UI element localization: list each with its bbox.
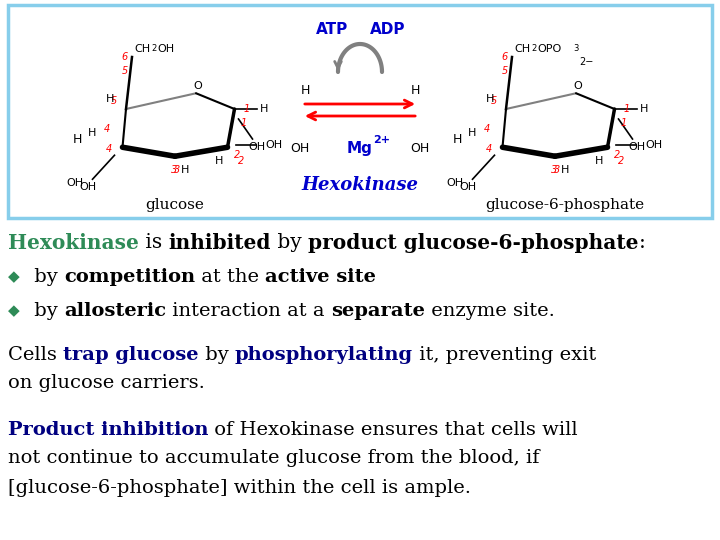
- Text: 2: 2: [151, 44, 156, 53]
- Text: 1: 1: [620, 118, 626, 128]
- Text: O: O: [194, 81, 202, 91]
- Text: glucose-6-phosphate: glucose-6-phosphate: [485, 198, 644, 212]
- Text: by: by: [28, 268, 64, 286]
- Text: H: H: [215, 156, 224, 166]
- Bar: [8, 5, 712, 218]
- Text: 2: 2: [531, 44, 536, 53]
- Text: 2: 2: [238, 156, 244, 166]
- Text: 1: 1: [243, 104, 250, 114]
- Text: 4: 4: [105, 144, 112, 154]
- Text: Product inhibition: Product inhibition: [8, 421, 209, 439]
- Text: it, preventing exit: it, preventing exit: [413, 346, 596, 364]
- Text: CH: CH: [134, 44, 150, 54]
- Text: 3: 3: [171, 165, 177, 176]
- Text: of Hexokinase ensures that cells will: of Hexokinase ensures that cells will: [209, 421, 578, 439]
- Text: H: H: [73, 133, 82, 146]
- Text: 2+: 2+: [374, 135, 390, 145]
- Text: 5: 5: [502, 66, 508, 76]
- Text: OH: OH: [446, 178, 463, 188]
- Text: 3: 3: [573, 44, 578, 53]
- Text: OH: OH: [66, 178, 83, 188]
- Text: H: H: [181, 165, 189, 176]
- Text: H: H: [468, 128, 477, 138]
- Text: 4: 4: [485, 124, 490, 134]
- Text: by: by: [199, 346, 235, 364]
- Text: OH: OH: [248, 142, 265, 152]
- Text: glucose: glucose: [145, 198, 204, 212]
- Text: OPO: OPO: [537, 44, 562, 54]
- Text: ADP: ADP: [370, 23, 406, 37]
- Text: 5: 5: [491, 96, 497, 106]
- Text: H: H: [486, 94, 494, 104]
- Text: Cells: Cells: [8, 346, 63, 364]
- Text: OH: OH: [266, 140, 283, 150]
- Text: H: H: [89, 128, 96, 138]
- Text: 2: 2: [235, 150, 240, 160]
- Text: 4: 4: [104, 124, 110, 134]
- Text: :: :: [639, 233, 645, 253]
- Text: trap glucose: trap glucose: [63, 346, 199, 364]
- Text: allosteric: allosteric: [64, 302, 166, 320]
- Text: ATP: ATP: [316, 23, 348, 37]
- Text: inhibited: inhibited: [168, 233, 271, 253]
- Text: H: H: [453, 133, 462, 146]
- Text: 3: 3: [554, 165, 560, 176]
- Text: 3: 3: [174, 165, 180, 176]
- Text: phosphorylating: phosphorylating: [235, 346, 413, 364]
- Text: product glucose-6-phosphate: product glucose-6-phosphate: [308, 233, 639, 253]
- Text: 1: 1: [240, 118, 246, 128]
- Text: H: H: [595, 156, 603, 166]
- Text: OH: OH: [459, 183, 476, 192]
- Text: competition: competition: [64, 268, 195, 286]
- Text: 3: 3: [551, 165, 557, 176]
- Text: enzyme site.: enzyme site.: [425, 302, 554, 320]
- Text: OH: OH: [79, 183, 96, 192]
- Text: H: H: [261, 104, 269, 114]
- Text: separate: separate: [331, 302, 425, 320]
- Text: OH: OH: [410, 141, 430, 154]
- Text: O: O: [574, 81, 582, 91]
- Text: H: H: [300, 84, 310, 97]
- Text: ◆: ◆: [8, 303, 20, 319]
- Text: Hexokinase: Hexokinase: [8, 233, 139, 253]
- Text: 2: 2: [618, 156, 624, 166]
- Text: 5: 5: [122, 66, 128, 76]
- Text: interaction at a: interaction at a: [166, 302, 331, 320]
- Text: CH: CH: [514, 44, 530, 54]
- Text: by: by: [28, 302, 64, 320]
- Text: OH: OH: [628, 142, 645, 152]
- Text: at the: at the: [195, 268, 266, 286]
- Text: not continue to accumulate glucose from the blood, if: not continue to accumulate glucose from …: [8, 449, 539, 467]
- Text: 5: 5: [111, 96, 117, 106]
- Text: OH: OH: [290, 141, 310, 154]
- Text: OH: OH: [646, 140, 662, 150]
- Text: 2: 2: [614, 150, 621, 160]
- Text: ◆: ◆: [8, 269, 20, 285]
- Text: H: H: [561, 165, 570, 176]
- Text: 4: 4: [485, 144, 492, 154]
- Text: 2−: 2−: [579, 57, 593, 67]
- Text: Mg: Mg: [347, 140, 373, 156]
- Text: on glucose carriers.: on glucose carriers.: [8, 374, 205, 392]
- Text: 6: 6: [502, 52, 508, 62]
- Text: 6: 6: [122, 52, 128, 62]
- Text: OH: OH: [157, 44, 174, 54]
- Text: H: H: [106, 94, 114, 104]
- Text: active site: active site: [266, 268, 377, 286]
- Text: [glucose-6-phosphate] within the cell is ample.: [glucose-6-phosphate] within the cell is…: [8, 479, 471, 497]
- Text: is: is: [139, 233, 168, 253]
- Text: H: H: [410, 84, 420, 97]
- Text: Hexokinase: Hexokinase: [302, 176, 418, 194]
- Text: 1: 1: [624, 104, 629, 114]
- Text: by: by: [271, 233, 308, 253]
- Text: H: H: [640, 104, 649, 114]
